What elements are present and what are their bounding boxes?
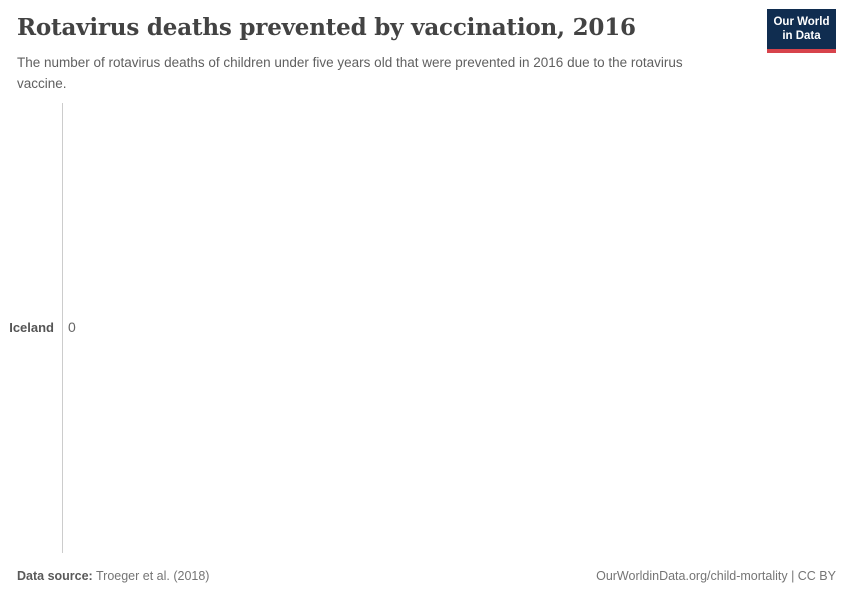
bar-value-label: 0 bbox=[68, 319, 76, 335]
chart-title: Rotavirus deaths prevented by vaccinatio… bbox=[17, 14, 636, 41]
data-source-value: Troeger et al. (2018) bbox=[95, 569, 210, 583]
entity-label: Iceland bbox=[9, 320, 54, 335]
data-source-label: Data source: bbox=[17, 569, 93, 583]
owid-logo-line1: Our World bbox=[773, 16, 830, 28]
owid-logo-line2: in Data bbox=[782, 29, 821, 42]
data-source-note: Data source: Troeger et al. (2018) bbox=[17, 569, 209, 583]
bar-row-iceland: Iceland 0 bbox=[0, 319, 850, 337]
owid-logo-text: Our World in Data bbox=[773, 9, 829, 43]
chart-subtitle: The number of rotavirus deaths of childr… bbox=[17, 55, 683, 91]
owid-logo[interactable]: Our World in Data bbox=[767, 9, 836, 53]
y-axis-line bbox=[62, 103, 63, 553]
attribution-link[interactable]: OurWorldinData.org/child-mortality | CC … bbox=[596, 569, 836, 583]
